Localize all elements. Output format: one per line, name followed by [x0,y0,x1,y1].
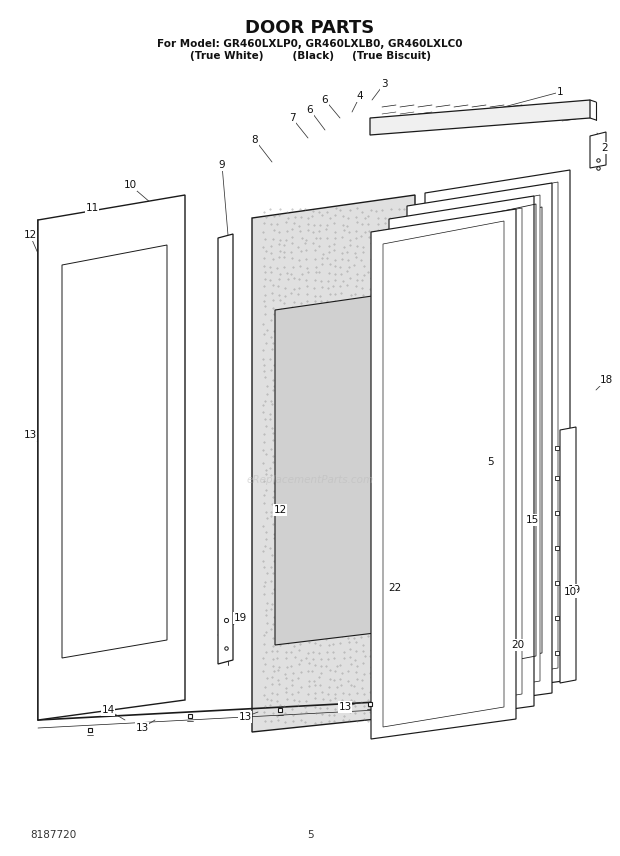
Text: 19: 19 [567,585,580,595]
Text: 19: 19 [233,613,247,623]
Text: 3: 3 [381,79,388,89]
Text: eReplacementParts.com: eReplacementParts.com [246,475,374,485]
Polygon shape [62,245,167,658]
Text: 11: 11 [86,203,99,213]
Text: 10: 10 [123,180,136,190]
Polygon shape [437,182,558,688]
Polygon shape [419,195,540,701]
Polygon shape [389,196,534,726]
Text: (True White)        (Black)     (True Biscuit): (True White) (Black) (True Biscuit) [190,51,430,61]
Polygon shape [560,427,576,683]
Text: DOOR PARTS: DOOR PARTS [246,19,374,37]
Text: 8: 8 [252,135,259,145]
Text: 14: 14 [102,705,115,715]
Text: 13: 13 [135,723,149,733]
Text: 5: 5 [307,830,313,840]
Polygon shape [371,209,516,739]
Text: 22: 22 [388,583,402,593]
Text: 5: 5 [487,457,494,467]
Polygon shape [407,183,552,713]
Text: 2: 2 [601,143,608,153]
Text: For Model: GR460LXLP0, GR460LXLB0, GR460LXLC0: For Model: GR460LXLP0, GR460LXLB0, GR460… [157,39,463,49]
Polygon shape [383,221,504,727]
Text: 18: 18 [600,375,613,385]
Text: 15: 15 [525,515,539,525]
Text: 13: 13 [339,702,352,712]
Text: 4: 4 [356,91,363,101]
Polygon shape [425,170,570,700]
Text: 13: 13 [24,430,37,440]
Text: 6: 6 [307,105,313,115]
Text: 13: 13 [238,712,252,722]
Text: 12: 12 [24,230,37,240]
Polygon shape [275,292,400,645]
Text: 8187720: 8187720 [30,830,76,840]
Text: 10: 10 [564,587,577,597]
Polygon shape [218,234,233,664]
Text: 20: 20 [512,640,525,650]
Text: 6: 6 [322,95,329,105]
Polygon shape [38,195,185,720]
Text: 7: 7 [289,113,295,123]
Polygon shape [590,132,606,168]
Polygon shape [401,208,522,714]
Text: 9: 9 [219,160,225,170]
Polygon shape [252,195,415,732]
Text: 1: 1 [557,87,564,97]
Text: 12: 12 [273,505,286,515]
Polygon shape [370,100,590,135]
